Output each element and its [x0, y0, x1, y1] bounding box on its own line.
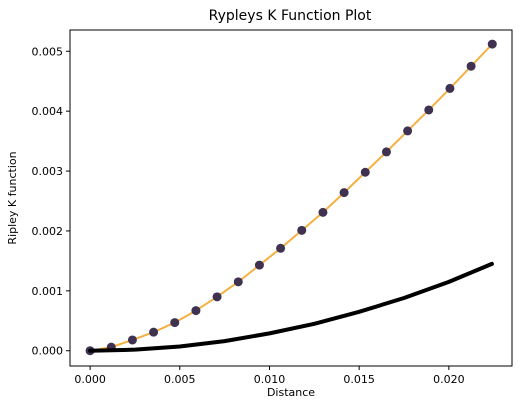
data-point-marker: [127, 335, 137, 345]
y-tick-label: 0.004: [32, 105, 64, 118]
ripley-k-series-line: [89, 43, 494, 352]
data-point-marker: [424, 105, 434, 115]
data-point-marker: [445, 83, 455, 93]
y-tick-label: 0.001: [32, 285, 64, 298]
data-point-marker: [149, 327, 159, 337]
data-point-marker: [403, 126, 413, 136]
reference-curve-line: [88, 261, 494, 353]
x-tick-label: 0.000: [74, 373, 106, 386]
data-point-marker: [466, 61, 476, 71]
x-tick-label: 0.005: [164, 373, 196, 386]
data-point-marker: [339, 188, 349, 198]
data-point-marker: [212, 292, 222, 302]
data-point-marker: [318, 207, 328, 217]
plot-area: [85, 39, 497, 356]
data-point-marker: [233, 277, 243, 287]
data-point-marker: [297, 225, 307, 235]
plot-frame: [69, 29, 513, 367]
x-tick-label: 0.015: [343, 373, 375, 386]
x-axis-label: Distance: [267, 386, 315, 399]
data-point-marker: [170, 318, 180, 328]
x-axis: 0.000 0.005 0.010 0.015 0.020: [74, 366, 465, 386]
y-tick-label: 0.002: [32, 225, 64, 238]
y-axis: 0.000 0.001 0.002 0.003 0.004 0.005: [32, 45, 70, 358]
y-tick-label: 0.005: [32, 45, 64, 58]
y-axis-label: Ripley K function: [6, 151, 19, 244]
data-point-marker: [487, 39, 497, 49]
x-tick-label: 0.020: [433, 373, 465, 386]
y-tick-label: 0.003: [32, 165, 64, 178]
data-point-marker: [191, 306, 201, 316]
data-point-marker: [360, 167, 370, 177]
y-tick-label: 0.000: [32, 345, 64, 358]
data-point-marker: [254, 260, 264, 270]
chart-title: Rypleys K Function Plot: [209, 8, 372, 24]
x-tick-label: 0.010: [254, 373, 286, 386]
data-point-marker: [276, 243, 286, 253]
data-point-marker: [381, 147, 391, 157]
